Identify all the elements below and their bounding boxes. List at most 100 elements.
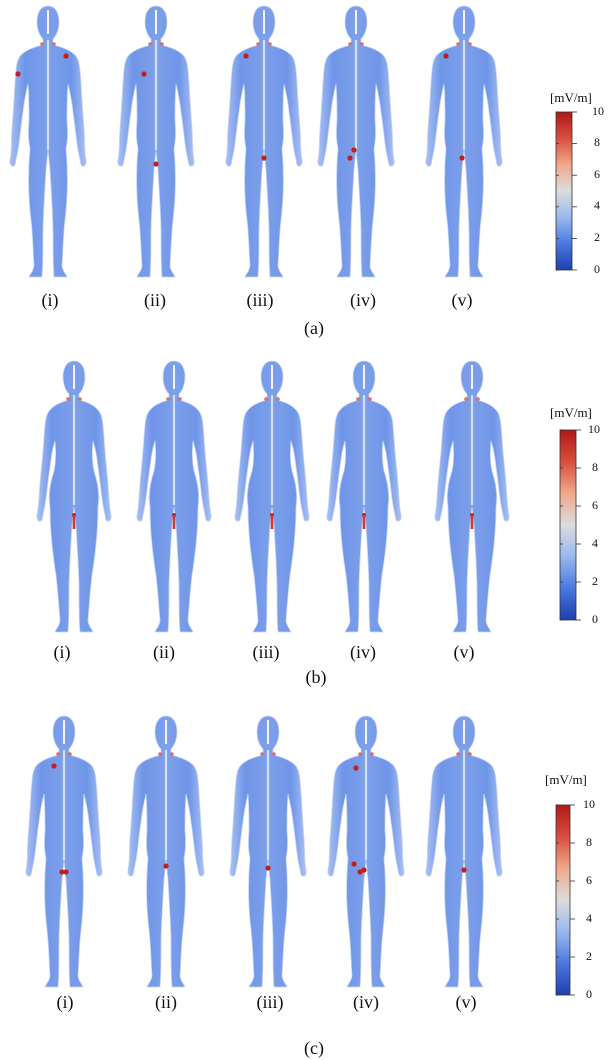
colorbar-tick: 2 — [586, 949, 592, 963]
subfigure-label: (ii) — [155, 992, 177, 1012]
colorbar-tick: 10 — [588, 422, 600, 436]
body-figure-a-i — [2, 0, 94, 285]
field-hotspot — [265, 865, 271, 871]
field-hotspot — [256, 42, 260, 46]
field-hotspot — [276, 397, 280, 401]
field-hotspot — [172, 515, 176, 529]
field-hotspot — [461, 867, 467, 873]
body-figure-b-iv — [318, 355, 410, 640]
field-hotspot — [358, 752, 362, 756]
colorbar-tick: 2 — [594, 230, 600, 244]
subfigure-label: (iv) — [353, 992, 379, 1012]
colorbar-tick: 0 — [594, 262, 600, 276]
colorbar-unit: [mV/m] — [550, 90, 592, 105]
field-hotspot — [361, 867, 367, 873]
panel-c: (i) (ii) (iii) (iv) (v) (c) [mV/m] 10 8 … — [0, 710, 615, 1060]
body-figure-c-iv — [320, 710, 412, 995]
field-hotspot — [66, 397, 70, 401]
field-hotspot — [51, 763, 57, 769]
field-hotspot — [468, 42, 472, 46]
field-hotspot — [178, 397, 182, 401]
panel-label: (a) — [304, 318, 324, 338]
field-hotspot — [468, 752, 472, 756]
body-figure-b-ii — [128, 355, 220, 640]
field-hotspot — [261, 155, 267, 161]
field-hotspot — [351, 861, 357, 867]
subfigure-label: (v) — [453, 642, 475, 662]
field-hotspot — [141, 71, 147, 77]
panel-b: (i) (ii) (iii) (iv) (v) (b) [mV/m] 10 8 … — [0, 355, 615, 695]
body-figure-a-iv — [310, 0, 402, 285]
subfigure-label: (ii) — [144, 290, 166, 310]
subfigure-label: (ii) — [153, 642, 175, 662]
field-hotspot — [148, 42, 152, 46]
colorbar-tick: 4 — [594, 198, 600, 212]
field-hotspot — [63, 53, 69, 59]
body-figure-b-iii — [226, 355, 318, 640]
body-figures-row — [0, 0, 540, 290]
body-figure-a-v — [418, 0, 510, 285]
colorbar-tick: 6 — [594, 167, 600, 181]
colorbar-gradient — [555, 111, 573, 271]
colorbar-tick: 10 — [592, 104, 604, 118]
field-hotspot — [464, 397, 468, 401]
colorbar — [559, 429, 581, 621]
field-hotspot — [362, 515, 366, 529]
colorbar-gradient — [555, 804, 571, 996]
subfigure-label: (i) — [41, 290, 59, 310]
field-hotspot — [270, 515, 274, 529]
field-hotspot — [456, 752, 460, 756]
colorbar-unit: [mV/m] — [550, 405, 592, 420]
field-hotspot — [243, 53, 249, 59]
field-hotspot — [78, 397, 82, 401]
body-figure-c-ii — [120, 710, 212, 995]
field-hotspot — [268, 42, 272, 46]
colorbar-tick: 6 — [592, 498, 598, 512]
colorbar-tick: 2 — [592, 574, 598, 588]
colorbar-tick: 0 — [592, 612, 598, 626]
body-figure-a-iii — [218, 0, 310, 285]
field-hotspot — [353, 765, 359, 771]
subfigure-label: (iii) — [246, 290, 274, 310]
field-hotspot — [360, 42, 364, 46]
body-figures-row — [0, 355, 540, 645]
field-hotspot — [368, 397, 372, 401]
colorbar-tick: 8 — [594, 135, 600, 149]
field-hotspot — [443, 53, 449, 59]
field-hotspot — [68, 752, 72, 756]
colorbar-tick: 10 — [583, 797, 595, 811]
field-hotspot — [163, 863, 169, 869]
colorbar-unit: [mV/m] — [545, 772, 587, 787]
panel-label: (b) — [305, 667, 327, 687]
subfigure-label: (i) — [56, 992, 74, 1012]
colorbar — [555, 111, 577, 271]
field-hotspot — [348, 42, 352, 46]
colorbar-tick: 8 — [592, 460, 598, 474]
field-hotspot — [158, 752, 162, 756]
field-hotspot — [59, 869, 65, 875]
body-figure-b-i — [28, 355, 120, 640]
field-hotspot — [170, 752, 174, 756]
subfigure-label: (v) — [455, 992, 477, 1012]
colorbar-tick: 4 — [592, 536, 598, 550]
subfigure-label: (iii) — [252, 642, 280, 662]
panel-a: (i) (ii) (iii) (iv) (v) (a) [mV/m] 10 8 … — [0, 0, 615, 345]
field-hotspot — [153, 161, 159, 167]
field-hotspot — [272, 752, 276, 756]
subfigure-label: (iv) — [350, 290, 376, 310]
body-figure-c-v — [418, 710, 510, 995]
subfigure-label: (iii) — [256, 992, 284, 1012]
colorbar-tick: 0 — [586, 987, 592, 1001]
field-hotspot — [356, 397, 360, 401]
field-hotspot — [456, 42, 460, 46]
field-hotspot — [40, 42, 44, 46]
field-hotspot — [63, 869, 69, 875]
field-hotspot — [72, 515, 76, 529]
field-hotspot — [370, 752, 374, 756]
field-hotspot — [160, 42, 164, 46]
field-hotspot — [264, 397, 268, 401]
body-figure-b-v — [426, 355, 518, 640]
colorbar-tick: 8 — [586, 835, 592, 849]
field-hotspot — [166, 397, 170, 401]
field-hotspot — [347, 155, 353, 161]
